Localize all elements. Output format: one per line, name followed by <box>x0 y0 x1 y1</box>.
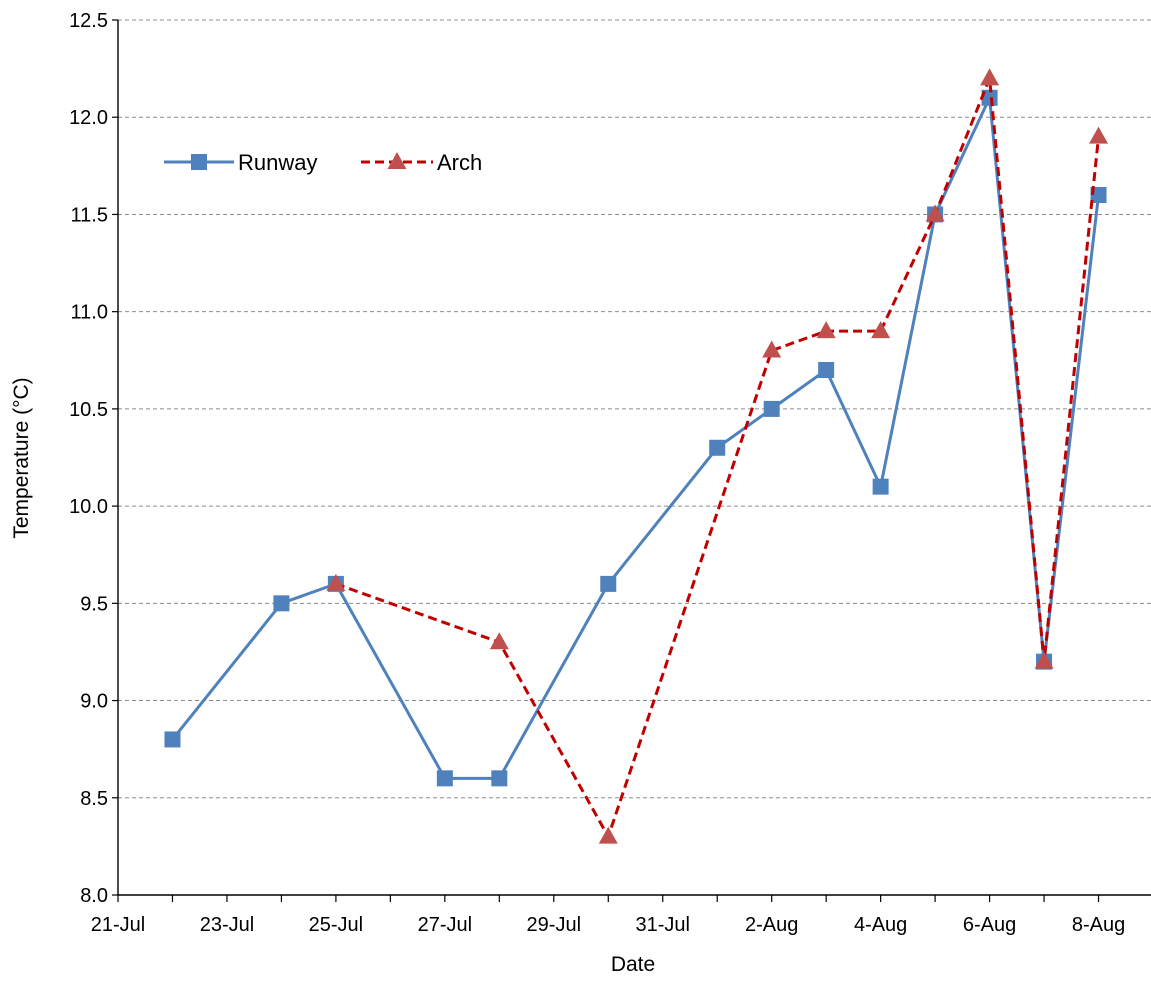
legend-label: Runway <box>238 150 317 175</box>
y-tick-label: 11.0 <box>71 302 108 324</box>
data-point-arch <box>980 68 1000 86</box>
axes: 8.0 8.5 9.0 9.5 10.0 10.5 11.0 11.5 12.0 12.5 21-J… <box>69 10 1151 936</box>
x-axis-title: Date <box>611 953 655 976</box>
series-arch <box>326 68 1109 844</box>
data-point-arch <box>871 321 891 339</box>
series-runway <box>164 89 1107 787</box>
data-point-runway <box>491 770 508 787</box>
data-point-arch <box>598 826 618 844</box>
data-point-runway <box>981 89 998 106</box>
legend-item-runway: Runway <box>164 150 317 175</box>
series <box>164 68 1109 844</box>
series-line-runway <box>171 96 1101 780</box>
legend-item-arch: Arch <box>361 150 482 175</box>
x-tick-label: 23-Jul <box>200 914 254 936</box>
data-point-runway <box>164 731 181 748</box>
x-tick-label: 8-Aug <box>1072 914 1125 936</box>
x-tick-label: 2-Aug <box>745 914 798 936</box>
data-point-arch <box>1034 651 1054 669</box>
x-tick-label: 25-Jul <box>309 914 363 936</box>
data-point-arch <box>489 632 509 650</box>
y-tick-label: 10.5 <box>69 399 108 421</box>
data-point-runway <box>872 478 889 495</box>
y-tick-label: 11.5 <box>71 204 108 226</box>
data-point-arch <box>1089 126 1109 144</box>
legend: Runway Arch <box>164 150 482 175</box>
data-point-arch <box>762 340 782 358</box>
legend-label: Arch <box>437 150 482 175</box>
y-tick-label: 8.5 <box>80 788 108 810</box>
data-point-runway <box>1090 187 1107 203</box>
data-point-runway <box>818 362 835 378</box>
gridlines <box>118 19 1151 799</box>
x-tick-label: 21-Jul <box>91 914 145 936</box>
legend-marker <box>387 152 407 169</box>
x-tick-label: 27-Jul <box>418 914 472 936</box>
series-line-arch <box>335 76 1101 839</box>
y-tick-label: 12.0 <box>69 107 108 129</box>
y-axis-title: Temperature (°C) <box>10 377 33 538</box>
data-point-runway <box>600 575 617 592</box>
data-point-arch <box>925 204 945 222</box>
data-point-arch <box>326 573 346 591</box>
x-tick-label: 6-Aug <box>963 914 1016 936</box>
y-tick-label: 9.0 <box>80 691 108 713</box>
data-point-runway <box>436 770 453 787</box>
data-point-arch <box>816 321 836 339</box>
x-tick-label: 29-Jul <box>527 914 581 936</box>
y-tick-label: 9.5 <box>80 593 108 615</box>
data-point-runway <box>273 595 290 612</box>
data-point-runway <box>763 400 780 417</box>
y-tick-label: 10.0 <box>69 496 108 518</box>
y-tick-label: 8.0 <box>80 885 108 907</box>
data-point-runway <box>709 439 726 456</box>
x-tick-label: 4-Aug <box>854 914 907 936</box>
legend-marker <box>191 154 207 170</box>
y-tick-label: 12.5 <box>69 10 108 32</box>
x-tick-label: 31-Jul <box>635 914 689 936</box>
